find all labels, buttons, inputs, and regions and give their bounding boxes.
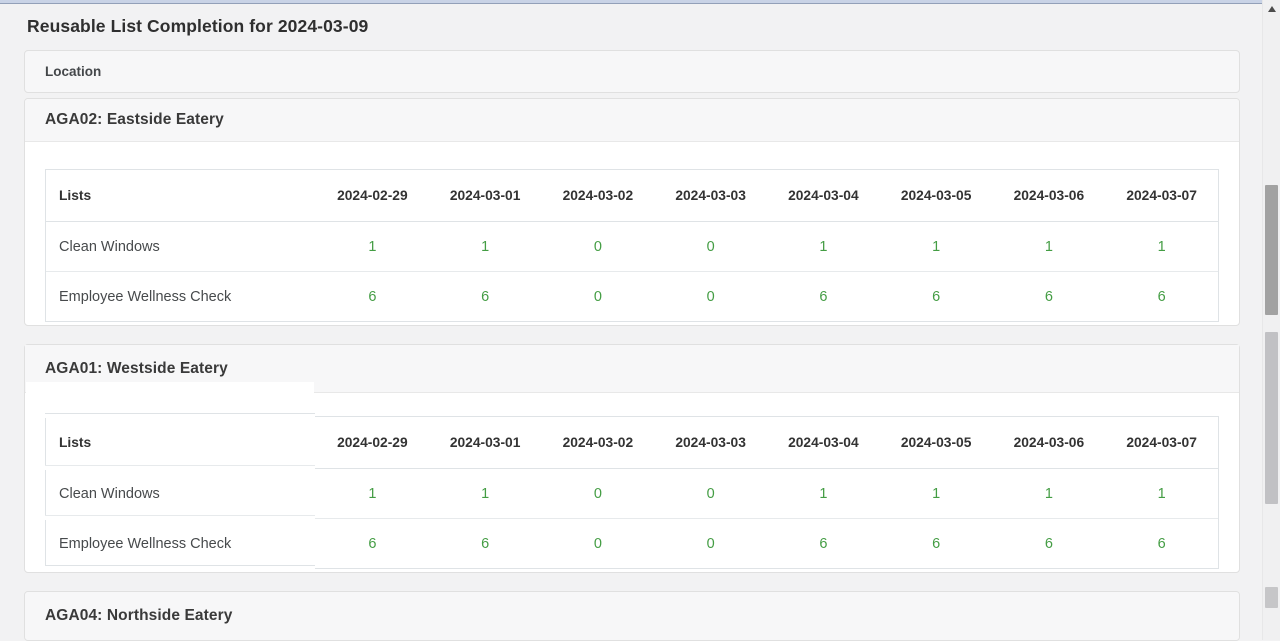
section-header: AGA04: Northside Eatery	[25, 592, 1239, 640]
scrollbar-thumb-ghost[interactable]	[1265, 332, 1278, 504]
table-row: Clean Windows 1 1 0 0 1 1 1 1	[46, 469, 1218, 519]
completion-table: Lists 2024-02-29 2024-03-01 2024-03-02 2024-…	[45, 416, 1219, 569]
column-header-lists: Lists	[59, 435, 92, 450]
cell-value: 6	[1044, 535, 1053, 552]
cell-value: 1	[481, 485, 490, 502]
repaint-artifact	[45, 413, 315, 418]
column-header-date: 2024-03-02	[562, 188, 634, 203]
column-header-date: 2024-03-07	[1126, 188, 1197, 203]
row-label: Clean Windows	[59, 485, 160, 502]
vertical-scrollbar[interactable]	[1262, 0, 1280, 640]
cell-value: 1	[481, 238, 490, 255]
section-header: AGA01: Westside Eatery	[25, 345, 1239, 393]
table-row: Employee Wellness Check 6 6 0 0 6 6 6 6	[46, 519, 1218, 568]
column-header-date: 2024-03-05	[900, 435, 972, 450]
column-header-date: 2024-03-04	[788, 188, 859, 203]
cell-value: 1	[1157, 485, 1166, 502]
cell-value: 1	[1044, 485, 1053, 502]
section-body: Lists 2024-02-29 2024-03-01 2024-03-02 2024-…	[25, 142, 1239, 325]
section-card-aga02: AGA02: Eastside Eatery Lists 2024-02-29 20…	[24, 98, 1240, 326]
section-title: AGA02: Eastside Eatery	[45, 111, 224, 128]
completion-table-wrap: Lists 2024-02-29 2024-03-01 2024-03-02 2024-…	[45, 413, 1219, 570]
cell-value: 0	[706, 238, 715, 255]
completion-table: Lists 2024-02-29 2024-03-01 2024-03-02 2024-…	[45, 169, 1219, 322]
cell-value: 1	[819, 238, 828, 255]
scrollbar-thumb-ghost[interactable]	[1265, 587, 1278, 608]
section-body: Lists 2024-02-29 2024-03-01 2024-03-02 2024-…	[25, 393, 1239, 572]
cell-value: 6	[932, 288, 941, 305]
column-header-date: 2024-03-04	[788, 435, 859, 450]
scrollbar-thumb[interactable]	[1265, 185, 1278, 315]
repaint-artifact	[26, 382, 314, 394]
completion-table-wrap: Lists 2024-02-29 2024-03-01 2024-03-02 2024-…	[45, 169, 1219, 322]
cell-value: 6	[932, 535, 941, 552]
row-label: Clean Windows	[59, 238, 160, 255]
row-label: Employee Wellness Check	[59, 535, 232, 552]
column-header-date: 2024-02-29	[337, 435, 408, 450]
repaint-artifact	[45, 515, 315, 520]
table-header-row: Lists 2024-02-29 2024-03-01 2024-03-02 2024-…	[46, 417, 1218, 469]
cell-value: 6	[368, 535, 377, 552]
cell-value: 0	[706, 535, 715, 552]
column-header-date: 2024-03-05	[900, 188, 972, 203]
table-row: Employee Wellness Check 6 6 0 0 6 6 6 6	[46, 272, 1218, 321]
cell-value: 6	[1157, 535, 1166, 552]
column-header-date: 2024-03-01	[449, 188, 521, 203]
section-title: AGA01: Westside Eatery	[45, 359, 228, 377]
section-card-aga01: AGA01: Westside Eatery Lists 2024-02-29 20…	[24, 344, 1240, 573]
cell-value: 6	[1157, 288, 1166, 305]
location-filter-header[interactable]: Location	[24, 50, 1240, 93]
cell-value: 6	[819, 288, 828, 305]
column-header-date: 2024-03-07	[1126, 435, 1197, 450]
cell-value: 6	[481, 535, 490, 552]
cell-value: 1	[932, 238, 941, 255]
cell-value: 1	[368, 485, 377, 502]
cell-value: 0	[593, 238, 602, 255]
cell-value: 6	[1044, 288, 1053, 305]
cell-value: 0	[593, 535, 602, 552]
cell-value: 0	[706, 288, 715, 305]
section-card-aga04: AGA04: Northside Eatery	[24, 591, 1240, 641]
location-filter-label: Location	[45, 64, 102, 79]
scroll-up-arrow-icon[interactable]	[1267, 6, 1276, 12]
cell-value: 6	[819, 535, 828, 552]
cell-value: 0	[593, 485, 602, 502]
repaint-artifact	[45, 465, 315, 470]
cell-value: 6	[481, 288, 490, 305]
column-header-date: 2024-03-06	[1013, 435, 1085, 450]
row-label: Employee Wellness Check	[59, 288, 232, 305]
section-title: AGA04: Northside Eatery	[45, 607, 233, 624]
column-header-date: 2024-03-03	[675, 435, 746, 450]
column-header-date: 2024-03-03	[675, 188, 746, 203]
column-header-lists: Lists	[59, 188, 92, 203]
cell-value: 6	[368, 288, 377, 305]
cell-value: 1	[932, 485, 941, 502]
repaint-artifact	[45, 565, 315, 570]
cell-value: 0	[706, 485, 715, 502]
browser-accent-strip	[0, 0, 1280, 4]
cell-value: 1	[1157, 238, 1166, 255]
section-header: AGA02: Eastside Eatery	[25, 99, 1239, 142]
column-header-date: 2024-02-29	[337, 188, 408, 203]
page-title: Reusable List Completion for 2024-03-09	[27, 16, 369, 36]
main-content: Reusable List Completion for 2024-03-09 …	[24, 4, 1240, 641]
column-header-date: 2024-03-01	[449, 435, 521, 450]
table-header-row: Lists 2024-02-29 2024-03-01 2024-03-02 2024-…	[46, 170, 1218, 222]
cell-value: 0	[593, 288, 602, 305]
column-header-date: 2024-03-02	[562, 435, 634, 450]
table-row: Clean Windows 1 1 0 0 1 1 1 1	[46, 222, 1218, 272]
cell-value: 1	[1044, 238, 1053, 255]
cell-value: 1	[819, 485, 828, 502]
cell-value: 1	[368, 238, 377, 255]
column-header-date: 2024-03-06	[1013, 188, 1085, 203]
